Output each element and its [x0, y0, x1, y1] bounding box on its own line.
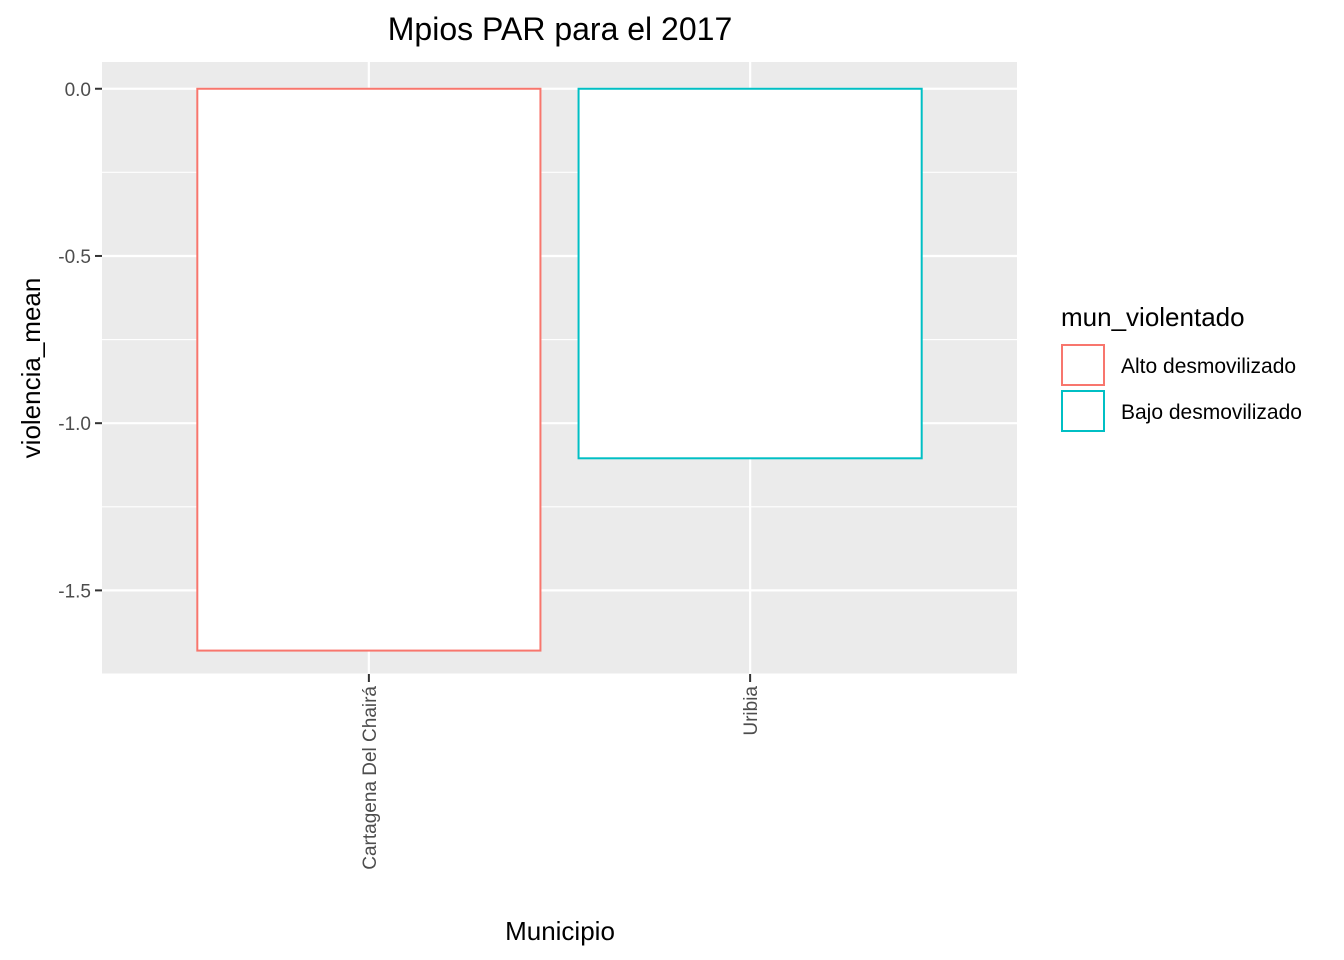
x-tick-label: Cartagena Del Chairá: [360, 686, 381, 870]
bar: [196, 87, 542, 652]
legend-label: Bajo desmovilizado: [1121, 401, 1302, 424]
x-tick-label: Uribia: [741, 686, 762, 736]
y-axis: 0.0 -0.5 -1.0 -1.5: [58, 80, 102, 602]
legend-title: mun_violentado: [1061, 302, 1245, 332]
y-tick-label: -1.5: [58, 581, 91, 602]
legend-label: Alto desmovilizado: [1121, 355, 1296, 378]
bar: [577, 87, 923, 460]
legend: mun_violentado Alto desmovilizado Bajo de…: [1061, 302, 1302, 432]
x-axis: Cartagena Del Chairá Uribia: [360, 674, 762, 870]
chart-title: Mpios PAR para el 2017: [388, 11, 732, 47]
y-tick-label: 0.0: [65, 80, 91, 101]
legend-swatch: [1061, 390, 1105, 432]
y-axis-title: violencia_mean: [16, 278, 46, 459]
bars: [196, 87, 923, 652]
y-tick-label: -0.5: [58, 247, 91, 268]
y-tick-label: -1.0: [58, 414, 91, 435]
x-axis-title: Municipio: [505, 916, 615, 946]
legend-swatch: [1061, 344, 1105, 386]
